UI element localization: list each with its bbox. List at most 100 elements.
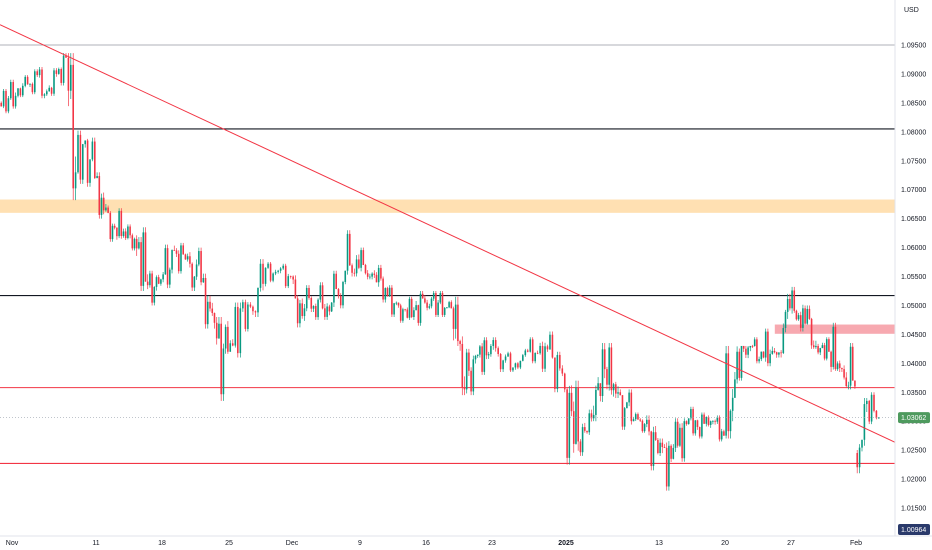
candle-body: [184, 254, 187, 260]
candle-body: [657, 439, 659, 454]
candle-body: [570, 392, 573, 412]
candle-body: [315, 305, 317, 318]
candle-body: [646, 419, 648, 425]
candle-body: [109, 212, 112, 240]
price-tick-label: 1.08500: [901, 100, 926, 107]
candle-body: [65, 55, 67, 58]
candle-body: [282, 265, 284, 269]
candle-body: [597, 383, 599, 390]
candle-body: [19, 88, 22, 96]
candle-body: [632, 419, 635, 422]
candle-body: [575, 387, 577, 444]
candle-body: [821, 345, 824, 349]
candle-body: [676, 421, 679, 446]
candle-body: [767, 331, 769, 364]
candle-body: [60, 69, 62, 83]
candle-body: [277, 270, 279, 272]
candle-body: [308, 287, 310, 298]
candle-nov-29: [279, 263, 292, 289]
candle-body: [355, 259, 358, 274]
candle-body: [36, 71, 38, 76]
candle-body: [91, 141, 94, 160]
candle-body: [753, 339, 756, 347]
candle-body: [590, 413, 593, 419]
candle-body: [48, 87, 50, 92]
time-tick-label: 20: [721, 540, 729, 547]
candle-body: [509, 353, 512, 371]
candle-body: [242, 302, 244, 309]
price-tick-label: 1.04500: [901, 332, 926, 339]
candle-body: [561, 368, 564, 374]
time-tick-label: 16: [422, 540, 430, 547]
candle-body: [703, 414, 705, 424]
candle-body: [177, 253, 180, 272]
candle-nov-27: [254, 259, 267, 318]
candle-body: [344, 270, 347, 282]
candles[interactable]: [0, 53, 880, 491]
candle-body: [189, 256, 191, 264]
candle-body: [46, 91, 48, 95]
candle-body: [180, 245, 182, 272]
candle-body: [70, 64, 72, 91]
candle-body: [718, 417, 721, 440]
candle-nov-19: [175, 242, 189, 274]
candle-body: [175, 250, 178, 254]
price-zone-0[interactable]: [0, 199, 895, 213]
candle-jan-22: [751, 337, 765, 364]
candle-body: [479, 346, 481, 355]
price-tick-label: 1.05000: [901, 303, 926, 310]
candle-feb-3: [856, 398, 868, 474]
candle-dec-20: [479, 337, 492, 375]
candle-body: [786, 298, 789, 312]
candle-body: [84, 140, 86, 145]
candle-body: [29, 83, 31, 85]
candle-jan-27: [791, 286, 804, 332]
candle-body: [485, 340, 488, 356]
currency-label: USD: [904, 7, 919, 14]
candle-body: [432, 293, 435, 299]
candle-body: [563, 373, 566, 390]
candle-body: [681, 427, 683, 459]
candle-body: [17, 88, 19, 96]
candle-body: [834, 326, 837, 370]
candle-body: [559, 354, 561, 369]
candle-body: [213, 313, 216, 323]
candle-body: [227, 326, 229, 352]
time-axis[interactable]: Nov 11 18 25 Dec 9 16 23 2025 13 20 27 Feb: [0, 535, 932, 547]
current-price-badge: [898, 412, 930, 424]
candle-body: [441, 293, 444, 315]
candle-body: [222, 348, 225, 395]
candle-body: [461, 343, 464, 388]
candle-body: [321, 285, 324, 309]
candle-body: [749, 345, 752, 348]
candle-body: [742, 345, 745, 349]
candle-jan-16: [698, 412, 712, 439]
candle-body: [812, 345, 815, 348]
candle-body: [244, 302, 247, 329]
candle-jan-13: [659, 438, 672, 491]
candle-body: [333, 273, 335, 303]
candle-body: [124, 231, 127, 239]
candle-body: [619, 392, 622, 396]
price-axis[interactable]: USD 1.09500 1.09000 1.08500 1.08000 1.07500 1…: [894, 0, 930, 536]
candle-body: [819, 348, 822, 353]
candle-body: [668, 445, 670, 487]
candle-body: [284, 265, 287, 287]
time-tick-label: 27: [787, 540, 795, 547]
candle-body: [324, 308, 326, 317]
candle-body: [727, 353, 730, 432]
candle-body: [388, 287, 391, 297]
candle-nov-6: [67, 53, 77, 201]
candle-body: [507, 353, 509, 357]
candle-body: [118, 210, 120, 237]
candle-body: [127, 226, 129, 239]
candle-body: [237, 306, 239, 354]
candle-body: [854, 380, 856, 387]
candle-body: [377, 267, 380, 283]
candle-body: [7, 98, 10, 112]
candle-body: [231, 343, 234, 346]
trendline[interactable]: [0, 24, 896, 443]
candle-nov-25: [229, 302, 242, 358]
candle-body: [793, 290, 796, 311]
